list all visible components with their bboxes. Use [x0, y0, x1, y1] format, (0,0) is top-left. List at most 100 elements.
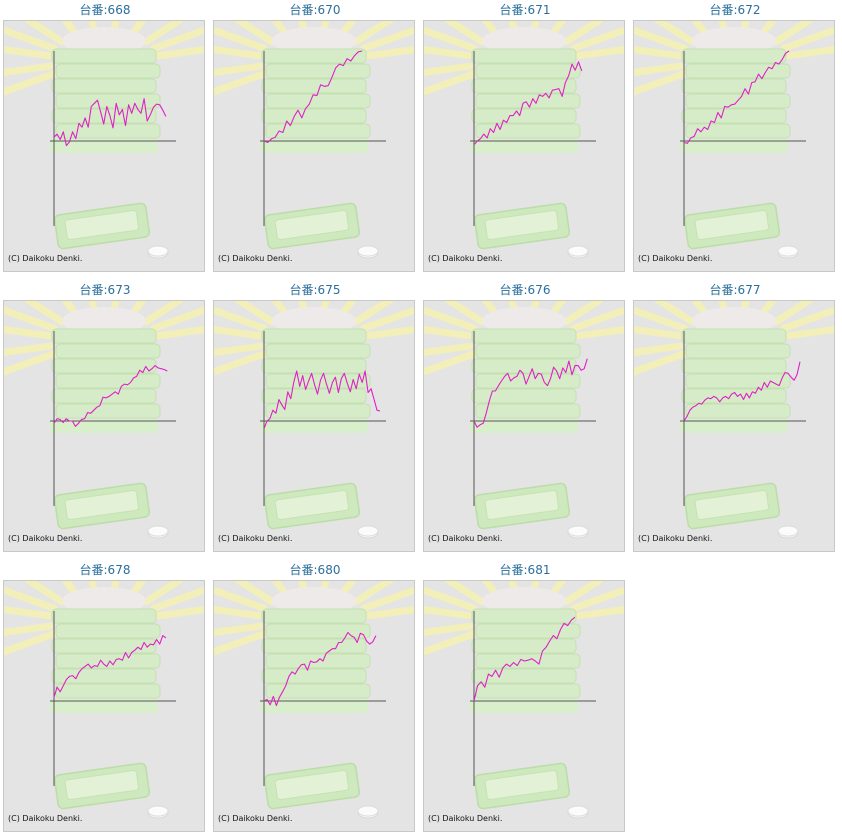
- tray-icon: [473, 202, 571, 250]
- copyright-label: (C) Daikoku Denki.: [428, 254, 503, 263]
- slump-line: [473, 61, 583, 146]
- medal-icon: [567, 805, 589, 819]
- machine-chart-card: 台番:681 (C) Daikoku Denki.: [420, 560, 630, 835]
- tray-icon: [683, 482, 781, 530]
- slump-line: [263, 50, 363, 144]
- slump-graph-panel[interactable]: (C) Daikoku Denki.: [633, 300, 835, 552]
- medal-icon: [357, 805, 379, 819]
- slump-graph: [424, 21, 624, 259]
- glowing-stacked-trays-icon: [50, 27, 161, 153]
- glowing-stacked-trays-icon: [680, 27, 791, 153]
- machine-number-title[interactable]: 台番:668: [79, 3, 131, 17]
- slump-graph-panel[interactable]: (C) Daikoku Denki.: [633, 20, 835, 272]
- sunburst-rays: [4, 301, 204, 376]
- machine-chart-card: 台番:675 (C) Daikoku Denki.: [210, 280, 420, 555]
- slump-line: [263, 370, 381, 429]
- slump-line: [263, 631, 377, 707]
- slump-line: [683, 50, 790, 144]
- copyright-label: (C) Daikoku Denki.: [428, 814, 503, 823]
- slump-graph-panel[interactable]: (C) Daikoku Denki.: [423, 300, 625, 552]
- copyright-label: (C) Daikoku Denki.: [8, 534, 83, 543]
- machine-number-title[interactable]: 台番:676: [499, 283, 551, 297]
- background-art: [424, 301, 624, 539]
- sunburst-rays: [4, 21, 204, 96]
- medal-icon: [147, 525, 169, 539]
- machine-number-title[interactable]: 台番:671: [499, 3, 551, 17]
- sunburst-rays: [634, 21, 834, 96]
- machine-number-title[interactable]: 台番:670: [289, 3, 341, 17]
- glowing-stacked-trays-icon: [470, 307, 581, 433]
- tray-icon: [53, 202, 151, 250]
- medal-icon: [357, 245, 379, 259]
- background-art: [4, 21, 204, 259]
- medal-icon: [777, 525, 799, 539]
- sunburst-rays: [214, 301, 414, 376]
- slump-graph: [214, 581, 414, 819]
- slump-graph-panel[interactable]: (C) Daikoku Denki.: [213, 300, 415, 552]
- background-art: [424, 581, 624, 819]
- sunburst-rays: [424, 581, 624, 656]
- slump-graph: [424, 301, 624, 539]
- copyright-label: (C) Daikoku Denki.: [218, 534, 293, 543]
- copyright-label: (C) Daikoku Denki.: [638, 534, 713, 543]
- background-art: [214, 21, 414, 259]
- medal-icon: [567, 245, 589, 259]
- copyright-label: (C) Daikoku Denki.: [638, 254, 713, 263]
- copyright-label: (C) Daikoku Denki.: [218, 814, 293, 823]
- slump-graph: [4, 301, 204, 539]
- slump-graph: [634, 301, 834, 539]
- slump-graph-panel[interactable]: (C) Daikoku Denki.: [3, 580, 205, 832]
- sunburst-rays: [4, 581, 204, 656]
- tray-icon: [53, 762, 151, 810]
- machine-number-title[interactable]: 台番:677: [709, 283, 761, 297]
- slump-line: [473, 616, 576, 702]
- tray-icon: [473, 482, 571, 530]
- slump-graph-panel[interactable]: (C) Daikoku Denki.: [213, 580, 415, 832]
- machine-number-title[interactable]: 台番:678: [79, 563, 131, 577]
- copyright-label: (C) Daikoku Denki.: [218, 254, 293, 263]
- slump-graph: [634, 21, 834, 259]
- slump-line: [53, 635, 167, 698]
- machine-chart-card: 台番:673 (C) Daikoku Denki.: [0, 280, 210, 555]
- medal-icon: [147, 245, 169, 259]
- machine-chart-card: 台番:670 (C) Daikoku Denki.: [210, 0, 420, 275]
- slump-graph: [4, 21, 204, 259]
- slump-graph-panel[interactable]: (C) Daikoku Denki.: [3, 300, 205, 552]
- tray-icon: [473, 762, 571, 810]
- background-art: [424, 21, 624, 259]
- slump-graph: [4, 581, 204, 819]
- tray-icon: [263, 482, 361, 530]
- copyright-label: (C) Daikoku Denki.: [428, 534, 503, 543]
- background-art: [634, 301, 834, 539]
- sunburst-rays: [424, 21, 624, 96]
- machine-number-title[interactable]: 台番:673: [79, 283, 131, 297]
- machine-number-title[interactable]: 台番:675: [289, 283, 341, 297]
- sunburst-rays: [634, 301, 834, 376]
- slump-graph-panel[interactable]: (C) Daikoku Denki.: [213, 20, 415, 272]
- slump-graph-panel[interactable]: (C) Daikoku Denki.: [3, 20, 205, 272]
- copyright-label: (C) Daikoku Denki.: [8, 254, 83, 263]
- machine-number-title[interactable]: 台番:681: [499, 563, 551, 577]
- background-art: [4, 581, 204, 819]
- sunburst-rays: [214, 21, 414, 96]
- machine-number-title[interactable]: 台番:680: [289, 563, 341, 577]
- glowing-stacked-trays-icon: [680, 307, 791, 433]
- slump-graph-panel[interactable]: (C) Daikoku Denki.: [423, 20, 625, 272]
- glowing-stacked-trays-icon: [260, 307, 371, 433]
- slump-graph: [214, 301, 414, 539]
- medal-icon: [357, 525, 379, 539]
- medal-icon: [147, 805, 169, 819]
- slump-graph: [424, 581, 624, 819]
- glowing-stacked-trays-icon: [50, 587, 161, 713]
- tray-icon: [683, 202, 781, 250]
- background-art: [214, 581, 414, 819]
- machine-number-title[interactable]: 台番:672: [709, 3, 761, 17]
- glowing-stacked-trays-icon: [470, 27, 581, 153]
- slump-graph: [214, 21, 414, 259]
- machine-chart-card: 台番:672 (C) Daikoku Denki.: [630, 0, 840, 275]
- medal-icon: [567, 525, 589, 539]
- slump-graph-panel[interactable]: (C) Daikoku Denki.: [423, 580, 625, 832]
- background-art: [4, 301, 204, 539]
- slump-line: [683, 361, 801, 422]
- sunburst-rays: [214, 581, 414, 656]
